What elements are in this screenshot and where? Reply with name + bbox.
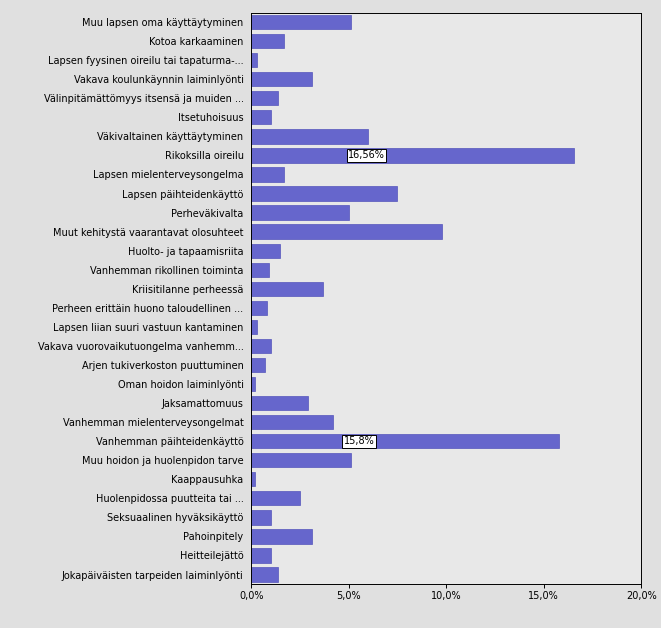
Bar — [251, 567, 278, 582]
Bar — [251, 129, 368, 144]
Bar — [251, 396, 308, 410]
Bar — [251, 72, 311, 87]
Bar — [251, 148, 574, 163]
Bar — [251, 338, 271, 353]
Bar — [251, 548, 271, 563]
Text: 15,8%: 15,8% — [344, 436, 374, 446]
Bar — [251, 187, 397, 201]
Text: 16,56%: 16,56% — [348, 151, 385, 160]
Bar — [251, 91, 278, 106]
Bar — [251, 320, 257, 334]
Bar — [251, 472, 255, 487]
Bar — [251, 301, 267, 315]
Bar — [251, 377, 255, 391]
Bar — [251, 53, 257, 67]
Bar — [251, 263, 269, 277]
Bar — [251, 110, 271, 124]
Bar — [251, 167, 284, 181]
Bar — [251, 205, 349, 220]
Bar — [251, 491, 300, 506]
Bar — [251, 15, 350, 30]
Bar — [251, 415, 333, 430]
Bar — [251, 510, 271, 524]
Bar — [251, 434, 559, 448]
Bar — [251, 34, 284, 48]
Bar — [251, 224, 442, 239]
Bar — [251, 281, 323, 296]
Bar — [251, 244, 280, 258]
Bar — [251, 358, 265, 372]
Bar — [251, 529, 311, 544]
Bar — [251, 453, 350, 467]
